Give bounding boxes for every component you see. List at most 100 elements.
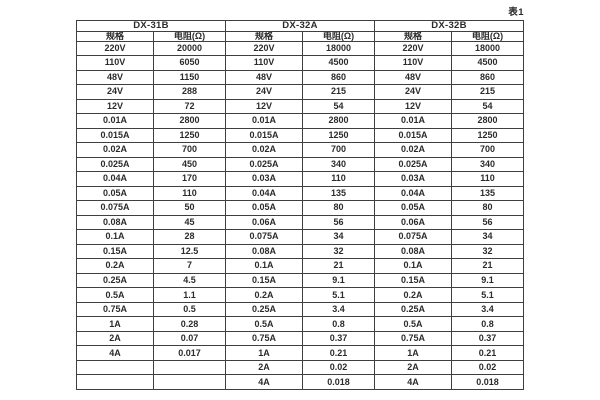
resistance-cell: 170 [153,171,226,187]
spec-cell: 2A [374,359,452,376]
spec-cell: 0.04A [225,185,303,202]
resistance-cell: 215 [302,84,375,100]
spec-cell: 0.25A [76,272,154,289]
resistance-cell: 56 [302,214,375,231]
resistance-cell: 135 [302,185,375,202]
resistance-cell [153,374,226,390]
resistance-cell: 0.5 [153,301,226,318]
table-row: 0.75A 0.5 0.25A 3.4 0.25A 3.4 [76,301,524,318]
column-header-spec: 规格 [225,30,303,42]
table-row: 48V 1150 48V 860 48V 860 [76,69,524,86]
spec-cell: 4A [374,374,452,390]
spec-cell: 0.15A [374,272,452,289]
resistance-cell: 18000 [302,40,375,56]
table-row: 220V 20000 220V 18000 220V 18000 [76,40,524,56]
spec-cell: 0.25A [225,301,303,318]
resistance-cell: 80 [451,200,524,216]
spec-cell: 2A [76,330,154,347]
resistance-cell: 700 [153,142,226,158]
spec-cell: 0.02A [374,142,452,158]
resistance-cell [153,359,226,376]
table-row: 0.2A 7 0.1A 21 0.1A 21 [76,258,524,274]
spec-cell: 0.025A [76,156,154,173]
table-row: 0.04A 170 0.03A 110 0.03A 110 [76,171,524,187]
resistance-cell: 5.1 [302,287,375,303]
resistance-cell: 0.21 [302,345,375,361]
spec-cell: 24V [374,84,452,100]
table-row: 0.25A 4.5 0.15A 9.1 0.15A 9.1 [76,272,524,289]
table-row: 2A 0.02 2A 0.02 [76,359,524,376]
resistance-cell: 4500 [451,55,524,71]
column-header-spec: 规格 [374,30,452,42]
table-row: 0.05A 110 0.04A 135 0.04A 135 [76,185,524,202]
spec-cell: 0.08A [225,243,303,260]
spec-cell: 0.75A [374,330,452,347]
table-row: 1A 0.28 0.5A 0.8 0.5A 0.8 [76,316,524,332]
resistance-cell: 215 [451,84,524,100]
resistance-cell: 1150 [153,69,226,86]
spec-cell: 0.02A [225,142,303,158]
spec-cell: 2A [225,359,303,376]
spec-cell: 12V [374,98,452,115]
resistance-cell: 135 [451,185,524,202]
spec-cell: 0.75A [225,330,303,347]
resistance-cell: 34 [451,229,524,245]
resistance-cell: 110 [302,171,375,187]
table-row: 0.01A 2800 0.01A 2800 0.01A 2800 [76,113,524,129]
table-row: 0.1A 28 0.075A 34 0.075A 34 [76,229,524,245]
resistance-cell: 1250 [302,127,375,144]
resistance-cell: 288 [153,84,226,100]
resistance-cell: 0.018 [302,374,375,390]
resistance-cell: 3.4 [451,301,524,318]
table-row: 0.08A 45 0.06A 56 0.06A 56 [76,214,524,231]
resistance-cell: 1.1 [153,287,226,303]
table-row: 4A 0.018 4A 0.018 [76,374,524,390]
resistance-cell: 56 [451,214,524,231]
table-row: 0.15A 12.5 0.08A 32 0.08A 32 [76,243,524,260]
resistance-cell: 1250 [451,127,524,144]
resistance-cell: 6050 [153,55,226,71]
spec-cell: 0.15A [76,243,154,260]
spec-cell: 1A [374,345,452,361]
resistance-cell: 0.37 [451,330,524,347]
resistance-cell: 340 [302,156,375,173]
spec-cell: 0.075A [225,229,303,245]
spec-cell: 220V [76,40,154,56]
spec-cell: 0.1A [225,258,303,274]
resistance-cell: 9.1 [302,272,375,289]
resistance-cell: 80 [302,200,375,216]
resistance-cell: 0.37 [302,330,375,347]
resistance-spec-table: DX-31B DX-32A DX-32B 规格 电阻(Ω) 规格 电阻(Ω) 规… [76,20,524,390]
resistance-cell: 21 [451,258,524,274]
resistance-cell: 4.5 [153,272,226,289]
resistance-cell: 450 [153,156,226,173]
group-header-dx32b: DX-32B [374,20,524,32]
spec-cell [76,359,154,376]
table-caption: 表1 [508,7,524,18]
spec-cell: 0.5A [76,287,154,303]
spec-cell: 0.08A [374,243,452,260]
resistance-cell: 110 [451,171,524,187]
resistance-cell: 54 [451,98,524,115]
spec-cell: 0.2A [225,287,303,303]
spec-cell: 0.01A [76,113,154,129]
spec-cell: 0.03A [225,171,303,187]
spec-cell: 0.025A [374,156,452,173]
spec-cell: 0.5A [374,316,452,332]
resistance-cell: 54 [302,98,375,115]
resistance-cell: 2800 [451,113,524,129]
spec-cell: 0.1A [76,229,154,245]
spec-cell: 0.2A [374,287,452,303]
resistance-cell: 0.8 [451,316,524,332]
table-row: 24V 288 24V 215 24V 215 [76,84,524,100]
resistance-cell: 50 [153,200,226,216]
resistance-cell: 18000 [451,40,524,56]
spec-cell: 48V [225,69,303,86]
spec-cell: 110V [76,55,154,71]
group-header-dx32a: DX-32A [225,20,375,32]
column-header-resistance: 电阻(Ω) [153,30,226,42]
resistance-cell: 7 [153,258,226,274]
table-row: 110V 6050 110V 4500 110V 4500 [76,55,524,71]
spec-cell: 0.015A [76,127,154,144]
